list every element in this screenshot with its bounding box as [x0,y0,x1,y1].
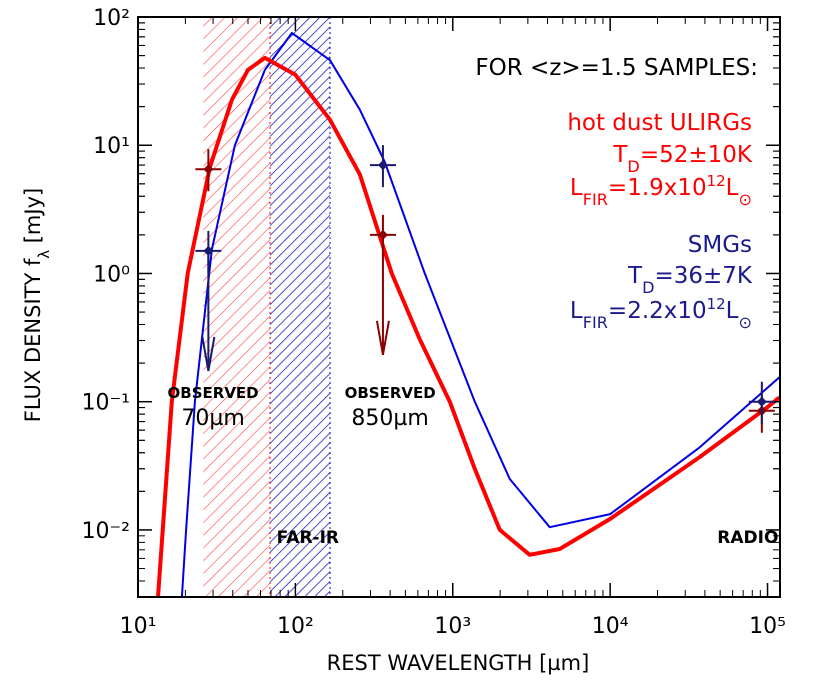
text-segment: =36±7K [654,263,752,289]
legend-detail: TD=36±7K [627,263,753,297]
observed-label: OBSERVED [345,384,436,402]
arrow-head [375,320,390,356]
data-point [756,396,767,407]
text-segment: ⊙ [739,313,753,332]
sed-curve [156,55,780,597]
text-segment: T [612,142,628,168]
y-tick-label: 10⁻² [82,519,130,544]
text-segment: 12 [707,172,726,190]
observed-wavelength: 70µm [181,406,244,431]
x-axis-label: REST WAVELENGTH [µm] [327,651,590,675]
hatched-band [270,17,331,597]
text-segment: =52±10K [640,142,753,168]
x-tick-label: 10¹ [120,614,157,639]
plot-area [156,17,780,597]
text-segment: 12 [707,295,726,313]
text-segment: L [726,175,739,201]
text-segment: L [570,298,583,324]
y-tick-label: 10⁻¹ [82,391,130,416]
y-axis-label: FLUX DENSITY fλ [mJy] [21,188,53,422]
annotation-header: FOR <z>=1.5 SAMPLES: [475,55,758,81]
legend-name: hot dust ULIRGs [567,110,752,136]
x-tick-label: 10⁵ [749,614,786,639]
x-tick-label: 10⁴ [592,614,629,639]
text-segment: FIR [583,313,608,332]
text-segment: D [627,157,639,176]
legend-name: SMGs [688,232,752,258]
text-segment: L [726,298,739,324]
data-point [203,164,214,175]
region-label: RADIO [717,528,778,548]
legend-detail: LFIR=1.9x1012L⊙ [570,172,752,209]
x-tick-label: 10³ [434,614,471,639]
y-tick-label: 10² [93,6,130,31]
text-segment: [mJy] [21,188,45,250]
sed-curve [180,32,780,597]
data-point [377,229,388,240]
text-segment: L [570,175,583,201]
y-tick-label: 10¹ [93,134,130,159]
text-segment: D [642,278,654,297]
text-segment: =1.9x10 [608,175,707,201]
observed-wavelength: 850µm [351,406,428,431]
region-label: FAR-IR [277,528,339,548]
text-segment: =2.2x10 [608,298,707,324]
text-segment: FLUX DENSITY f [21,258,45,422]
text-segment: T [627,263,643,289]
hatched-band [203,17,271,597]
data-point [377,160,388,171]
legend-detail: TD=52±10K [612,142,753,176]
text-segment: ⊙ [739,190,753,209]
y-tick-label: 10⁰ [93,262,130,287]
arrow-head [201,336,216,372]
text-segment: λ [36,250,53,259]
legend-detail: LFIR=2.2x1012L⊙ [570,295,752,332]
text-segment: FIR [583,190,608,209]
data-point [203,245,214,256]
plot-frame [137,16,781,598]
x-tick-label: 10² [277,614,314,639]
observed-label: OBSERVED [168,384,259,402]
